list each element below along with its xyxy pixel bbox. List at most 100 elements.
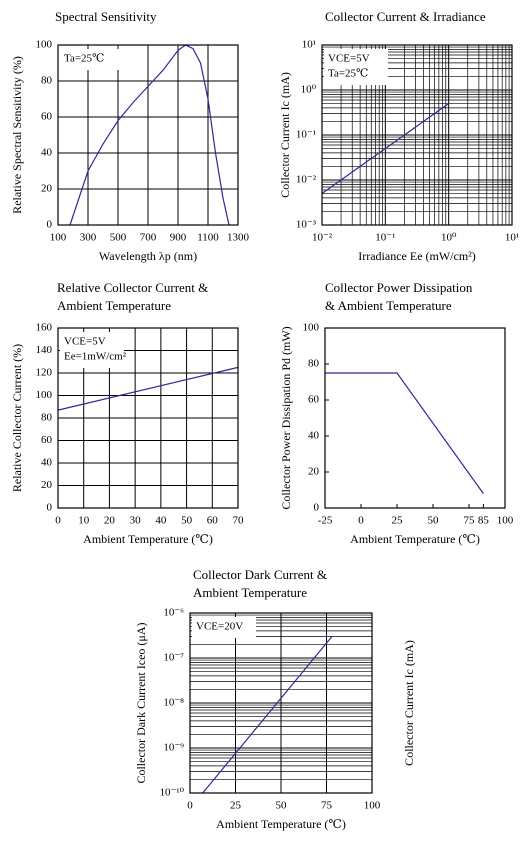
annotation-box	[192, 617, 256, 638]
chart: Spectral Sensitivity 0 20 40 60 80 100 100 300 50…	[10, 9, 250, 263]
y-axis-label: Relative Collector Current (%)	[10, 344, 24, 492]
y-tick-label: 80	[308, 358, 320, 370]
y-tick-label: 10⁻¹⁰	[159, 787, 184, 799]
x-tick-label: 25	[392, 515, 404, 527]
x-tick-label: 50	[181, 515, 193, 527]
data-line	[69, 44, 230, 226]
annotation: Ee=1mW/cm²	[64, 351, 127, 363]
x-tick-label: 0	[358, 515, 364, 527]
x-tick-label: 700	[140, 232, 157, 244]
x-tick-label: 500	[110, 232, 127, 244]
y-tick-label: 20	[41, 479, 53, 491]
x-tick-label: 70	[233, 515, 245, 527]
chart-title: Collector Dark Current &	[193, 567, 327, 582]
y-tick-label: 120	[36, 367, 53, 379]
x-tick-label: 10⁻¹	[375, 232, 395, 244]
chart-title: & Ambient Temperature	[325, 298, 452, 313]
x-axis-label: Ambient Temperature (℃)	[83, 532, 213, 546]
x-tick-label: 30	[130, 515, 142, 527]
data-line	[202, 636, 333, 794]
y-tick-label: 60	[308, 394, 320, 406]
y-tick-label: 20	[308, 466, 320, 478]
x-tick-label: 0	[187, 800, 193, 812]
x-tick-label: 100	[364, 800, 381, 812]
y-tick-label: 10⁻⁷	[163, 652, 184, 664]
plot-frame	[321, 44, 513, 226]
y-tick-label: 0	[314, 502, 320, 514]
y-tick-label: 0	[47, 502, 53, 514]
y-tick-label: 80	[41, 412, 53, 424]
x-tick-label: 75	[321, 800, 333, 812]
x-tick-label: 1300	[227, 232, 250, 244]
x-axis-label: Irradiance Ee (mW/cm²)	[358, 249, 476, 263]
y-tick-label: 140	[36, 344, 53, 356]
x-tick-label: 10¹	[505, 232, 519, 244]
y-axis-label: Relative Spectral Sensitivity (%)	[10, 56, 24, 214]
y-tick-label: 40	[41, 457, 53, 469]
y2-axis-label: Collector Current Ic (mA)	[402, 640, 416, 766]
annotation: VCE=5V	[64, 336, 106, 348]
x-tick-label: 85	[478, 515, 490, 527]
x-tick-label: 900	[170, 232, 187, 244]
annotation: VCE=20V	[196, 621, 243, 633]
y-tick-label: 10⁻⁸	[163, 697, 184, 709]
chart: Collector Power Dissipation & Ambient Tem…	[279, 280, 514, 546]
y-axis-label: Collector Power Dissipation Pd (mW)	[279, 326, 293, 509]
x-axis-label: Ambient Temperature (℃)	[350, 532, 480, 546]
y-tick-label: 100	[36, 389, 53, 401]
plot-frame	[57, 327, 239, 509]
y-tick-label: 0	[47, 219, 53, 231]
data-line	[57, 366, 239, 411]
x-tick-label: 100	[497, 515, 514, 527]
chart-title: Spectral Sensitivity	[55, 9, 157, 24]
x-tick-label: 0	[55, 515, 61, 527]
y-tick-label: 40	[41, 147, 53, 159]
y-tick-label: 20	[41, 183, 53, 195]
x-tick-label: 10	[78, 515, 90, 527]
x-tick-label: 10⁰	[441, 232, 457, 244]
x-tick-label: 75	[464, 515, 476, 527]
x-tick-label: 10⁻²	[312, 232, 333, 244]
y-tick-label: 60	[41, 434, 53, 446]
x-tick-label: 50	[428, 515, 440, 527]
y-tick-label: 10⁻⁶	[163, 607, 184, 619]
x-tick-label: 50	[276, 800, 288, 812]
y-tick-label: 10¹	[302, 39, 316, 51]
plot-frame	[324, 327, 506, 509]
x-axis-label: Wavelength λp (nm)	[99, 249, 197, 263]
y-tick-label: 10⁰	[301, 84, 317, 96]
chart: Collector Dark Current & Ambient Temperat…	[134, 567, 416, 831]
chart-title: Ambient Temperature	[57, 298, 171, 313]
y-tick-label: 160	[36, 322, 53, 334]
annotation: Ta=25℃	[328, 68, 368, 80]
plot-frame	[189, 612, 373, 794]
x-tick-label: 100	[50, 232, 67, 244]
chart-title: Collector Power Dissipation	[325, 280, 473, 295]
annotation: VCE=5V	[328, 53, 370, 65]
y-tick-label: 10⁻³	[296, 219, 317, 231]
chart: Collector Current & Irradiance10⁻³10⁻²10…	[278, 9, 519, 263]
chart-title: Collector Current & Irradiance	[325, 9, 486, 24]
chart-title: Relative Collector Current &	[57, 280, 208, 295]
y-tick-label: 40	[308, 430, 320, 442]
y-axis-label: Collector Current Ic (mA)	[278, 72, 292, 198]
data-line	[321, 103, 450, 195]
x-tick-label: 20	[104, 515, 116, 527]
x-axis-label: Ambient Temperature (℃)	[216, 817, 346, 831]
annotation: Ta=25℃	[64, 53, 104, 65]
y-tick-label: 100	[303, 322, 320, 334]
annotation-box	[60, 332, 124, 368]
data-line	[325, 372, 484, 494]
y-tick-label: 10⁻¹	[296, 129, 316, 141]
y-tick-label: 10⁻²	[296, 174, 317, 186]
x-tick-label: 40	[155, 515, 167, 527]
y-tick-label: 80	[41, 75, 53, 87]
y-tick-label: 10⁻⁹	[163, 742, 184, 754]
chart: Relative Collector Current & Ambient Temp…	[10, 280, 244, 546]
x-tick-label: -25	[318, 515, 333, 527]
y-tick-label: 100	[36, 39, 53, 51]
plot-frame	[57, 44, 239, 226]
y-axis-label: Collector Dark Current Iceo (μA)	[134, 622, 148, 783]
annotation-box	[324, 49, 388, 85]
